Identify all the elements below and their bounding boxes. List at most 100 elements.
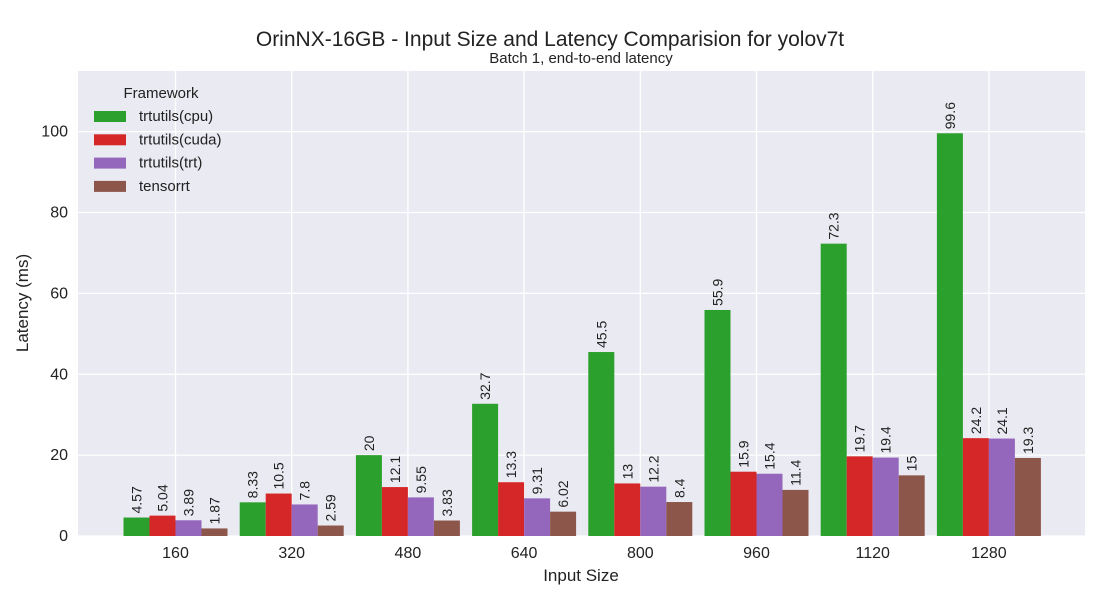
bar-data-label: 45.5: [593, 321, 609, 348]
bar: [756, 473, 783, 536]
bar: [175, 520, 202, 536]
legend: Framework trtutils(cpu)trtutils(cuda)trt…: [94, 85, 222, 195]
bar: [149, 515, 176, 536]
legend-swatch: [94, 180, 126, 192]
bar: [640, 486, 667, 536]
bar-data-label: 19.7: [852, 425, 868, 452]
x-tick-label: 320: [278, 545, 305, 562]
bar: [962, 438, 989, 536]
chart-title: OrinNX-16GB - Input Size and Latency Com…: [256, 28, 844, 51]
bar: [407, 497, 434, 536]
bar-data-label: 13.3: [503, 451, 519, 478]
bar: [614, 483, 641, 536]
legend-label: trtutils(cuda): [139, 131, 222, 148]
bar-data-label: 5.04: [155, 484, 171, 511]
bar-data-label: 10.5: [271, 462, 287, 489]
bar: [666, 502, 693, 536]
y-tick-label: 20: [50, 447, 68, 464]
bar: [820, 243, 847, 536]
bar: [898, 475, 925, 536]
bar-data-label: 32.7: [477, 372, 493, 399]
bar: [588, 352, 615, 536]
chart-subtitle: Batch 1, end-to-end latency: [489, 50, 673, 67]
bar: [498, 482, 525, 536]
bar: [355, 455, 382, 536]
bar: [317, 525, 344, 536]
bar: [730, 471, 757, 536]
x-tick-label: 160: [162, 545, 189, 562]
legend-label: tensorrt: [139, 178, 191, 195]
bar-labels: 4.57 8.33 20 32.7 45.5 55.9 72.3 99.6 5.04 10.5 12…: [129, 102, 1036, 525]
x-tick-label: 480: [395, 545, 422, 562]
bar: [433, 520, 460, 536]
bar-data-label: 9.31: [529, 467, 545, 494]
bar: [265, 493, 292, 536]
y-tick-label: 40: [50, 366, 68, 383]
x-tick-label: 640: [511, 545, 538, 562]
legend-swatch: [94, 134, 126, 146]
bar: [239, 502, 266, 536]
bar-data-label: 12.1: [387, 456, 403, 483]
x-tick-label: 1120: [855, 545, 890, 562]
plot-area: [78, 71, 1085, 536]
bar-data-label: 24.1: [994, 407, 1010, 434]
bar-data-label: 1.87: [207, 497, 223, 524]
bar-data-label: 7.8: [297, 481, 313, 501]
bar-data-label: 55.9: [710, 279, 726, 306]
bar-data-label: 4.57: [129, 486, 145, 513]
bar-data-label: 20: [361, 435, 377, 451]
bar-data-label: 15: [904, 456, 920, 472]
y-tick-label: 60: [50, 285, 68, 302]
bar: [123, 517, 150, 536]
y-tick-label: 80: [50, 205, 68, 222]
bar-data-label: 6.02: [555, 480, 571, 507]
bar-data-label: 24.2: [968, 407, 984, 434]
bar: [782, 489, 809, 536]
bar-data-label: 15.9: [736, 440, 752, 467]
bar-data-label: 3.89: [181, 489, 197, 516]
bar: [550, 511, 577, 536]
x-axis-label: Input Size: [543, 566, 619, 585]
bar-data-label: 2.59: [323, 494, 339, 521]
bar-data-label: 99.6: [942, 102, 958, 129]
bar: [291, 504, 318, 536]
bar-data-label: 12.2: [645, 455, 661, 482]
legend-label: trtutils(cpu): [139, 108, 213, 125]
bar: [381, 487, 408, 536]
legend-swatch: [94, 111, 126, 122]
bar-data-label: 15.4: [762, 442, 778, 469]
bar-data-label: 9.55: [413, 466, 429, 493]
bar-data-label: 72.3: [826, 212, 842, 239]
x-tick-label: 1280: [971, 545, 1007, 562]
bar: [936, 133, 963, 536]
legend-title: Framework: [123, 85, 199, 102]
x-tick-label: 960: [743, 545, 770, 562]
y-axis-ticks: 0 20 40 60 80 100: [41, 124, 68, 545]
bar-data-label: 13: [619, 464, 635, 480]
bar: [988, 438, 1015, 536]
bar: [846, 456, 873, 536]
y-axis-label: Latency (ms): [13, 254, 32, 352]
bar-data-label: 8.4: [671, 478, 687, 498]
x-tick-label: 800: [627, 545, 654, 562]
bar: [872, 457, 899, 536]
bar: [524, 498, 551, 536]
legend-swatch: [94, 157, 126, 169]
legend-items: trtutils(cpu) trtutils(cuda) trtutils(trt)…: [94, 108, 222, 195]
y-tick-label: 0: [59, 528, 68, 545]
bar-data-label: 3.83: [439, 489, 455, 516]
bar: [472, 403, 499, 536]
legend-label: trtutils(trt): [139, 155, 202, 172]
bar: [1014, 457, 1041, 536]
x-axis-ticks: 160 320 480 640 800 960 1120 1280: [162, 545, 1007, 562]
bar-data-label: 19.4: [878, 426, 894, 453]
bars: [123, 133, 1041, 536]
bar-data-label: 19.3: [1020, 426, 1036, 453]
bar-data-label: 11.4: [788, 459, 804, 485]
y-tick-label: 100: [41, 124, 68, 141]
bar: [704, 309, 731, 536]
bar-data-label: 8.33: [245, 471, 261, 498]
bar: [201, 528, 228, 536]
